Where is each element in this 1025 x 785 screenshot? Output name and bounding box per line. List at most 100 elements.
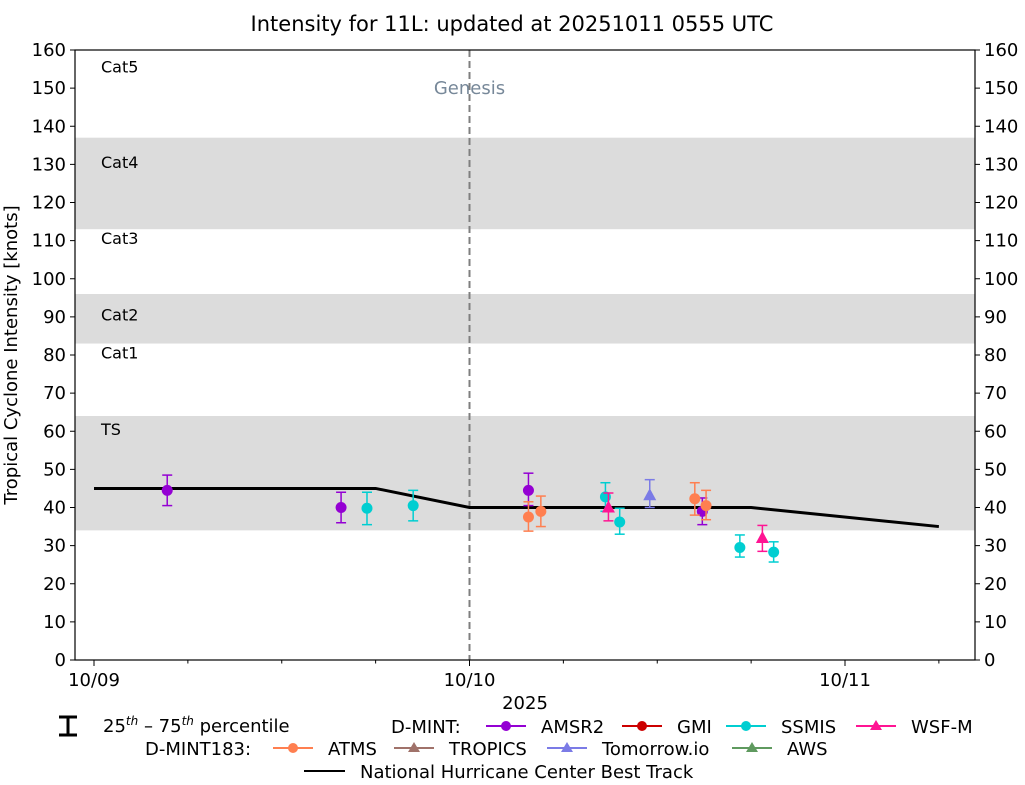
genesis-marker: Genesis [434, 50, 505, 660]
x-tick-label: 10/09 [68, 670, 120, 691]
point-ssmis [734, 534, 746, 558]
point-atms [522, 501, 534, 532]
percentile-label: 25th – 75th percentile [103, 714, 290, 737]
legend-item-amsr2: AMSR2 [486, 717, 604, 738]
legend-marker-circle [741, 721, 751, 731]
legend-item-ssmis: SSMIS [726, 717, 836, 738]
superscript: th [182, 714, 194, 728]
y-tick-label-right: 130 [984, 154, 1018, 175]
y-tick-label-right: 40 [984, 498, 1007, 519]
label-part: percentile [194, 716, 290, 737]
y-tick-label-right: 70 [984, 383, 1007, 404]
y-tick-label-right: 80 [984, 345, 1007, 366]
marker-circle [161, 484, 173, 496]
legend-label: AWS [787, 739, 828, 760]
marker-triangle [601, 500, 615, 513]
y-tick-label-left: 90 [43, 307, 66, 328]
y-tick-label-left: 30 [43, 536, 66, 557]
marker-circle [361, 502, 373, 514]
y-tick-label-right: 0 [984, 650, 995, 671]
y-tick-label-left: 20 [43, 574, 66, 595]
x-axis-label: 2025 [502, 693, 548, 714]
marker-triangle [643, 488, 657, 501]
marker-triangle [755, 531, 769, 543]
point-ssmis [768, 541, 780, 563]
legend: 25th – 75th percentile D-MINT: AMSR2 GMI SSM… [59, 714, 973, 783]
y-tick-label-left: 110 [32, 231, 66, 252]
point-atms [535, 495, 547, 528]
marker-circle [535, 505, 547, 517]
legend-label: GMI [677, 717, 712, 738]
marker-circle [689, 493, 701, 505]
marker-circle [522, 511, 534, 523]
legend-label: National Hurricane Center Best Track [360, 762, 694, 783]
x-tick-label: 10/11 [819, 670, 871, 691]
legend-item-wsf-m: WSF-M [856, 717, 973, 738]
y-tick-label-left: 140 [32, 116, 66, 137]
legend-marker-triangle [408, 742, 420, 752]
y-tick-label-left: 40 [43, 498, 66, 519]
legend-item-aws: AWS [732, 739, 828, 760]
y-tick-label-right: 50 [984, 459, 1007, 480]
legend-label: WSF-M [911, 717, 973, 738]
marker-circle [407, 500, 419, 512]
category-label-cat5: Cat5 [101, 58, 138, 77]
category-label-ts: TS [100, 420, 121, 439]
legend-item-gmi: GMI [622, 717, 712, 738]
marker-circle [734, 542, 746, 554]
legend-marker-circle [637, 721, 647, 731]
point-tomorrow-io [643, 478, 657, 509]
data-points [161, 472, 780, 563]
y-tick-label-right: 90 [984, 307, 1007, 328]
category-labels: TS Cat1 Cat2 Cat3 Cat4 Cat5 [100, 58, 138, 439]
genesis-label: Genesis [434, 78, 505, 99]
point-wsf-m [601, 492, 615, 522]
y-tick-label-right: 100 [984, 269, 1018, 290]
chart-title: Intensity for 11L: updated at 20251011 0… [251, 12, 774, 36]
category-label-cat1: Cat1 [101, 344, 138, 363]
legend-label: SSMIS [781, 717, 836, 738]
legend-marker-triangle [561, 742, 573, 752]
y-tick-label-right: 60 [984, 421, 1007, 442]
y-tick-label-left: 50 [43, 459, 66, 480]
point-atms [700, 489, 712, 521]
category-label-cat3: Cat3 [101, 229, 138, 248]
legend-label: AMSR2 [541, 717, 604, 738]
point-amsr2 [335, 491, 347, 524]
best-track-line [94, 486, 940, 529]
point-atms [689, 481, 701, 516]
legend-item-best-track: National Hurricane Center Best Track [304, 762, 694, 783]
y-tick-label-left: 80 [43, 345, 66, 366]
band-cat2 [75, 294, 975, 344]
legend-label: TROPICS [448, 739, 527, 760]
label-part: – 75 [138, 716, 181, 737]
marker-circle [335, 502, 347, 513]
legend-marker-circle [501, 721, 511, 731]
marker-circle [700, 500, 712, 512]
y-tick-label-right: 120 [984, 193, 1018, 214]
y-tick-label-right: 160 [984, 40, 1018, 61]
best-track [94, 486, 940, 529]
axes: 0 0 10 10 20 20 30 30 40 40 50 50 60 60 70 70 80 80 90 90 10… [32, 40, 1019, 691]
point-ssmis [407, 489, 419, 522]
legend-label: ATMS [328, 739, 377, 760]
legend-item-tropics: TROPICS [394, 739, 527, 760]
superscript: th [126, 714, 138, 728]
y-tick-label-right: 20 [984, 574, 1007, 595]
percentile-icon [59, 715, 77, 737]
legend-marker-triangle [746, 742, 758, 752]
y-tick-label-right: 110 [984, 231, 1018, 252]
y-tick-label-right: 140 [984, 116, 1018, 137]
y-tick-label-right: 150 [984, 78, 1018, 99]
category-label-cat4: Cat4 [101, 153, 138, 172]
legend-item-tomorrow-io: Tomorrow.io [547, 739, 709, 760]
y-tick-label-left: 150 [32, 78, 66, 99]
y-tick-label-left: 70 [43, 383, 66, 404]
label-part: 25 [103, 716, 126, 737]
marker-circle [768, 546, 780, 558]
y-tick-label-left: 120 [32, 193, 66, 214]
point-wsf-m [755, 524, 769, 553]
band-cat4 [75, 137, 975, 230]
y-tick-label-right: 30 [984, 536, 1007, 557]
